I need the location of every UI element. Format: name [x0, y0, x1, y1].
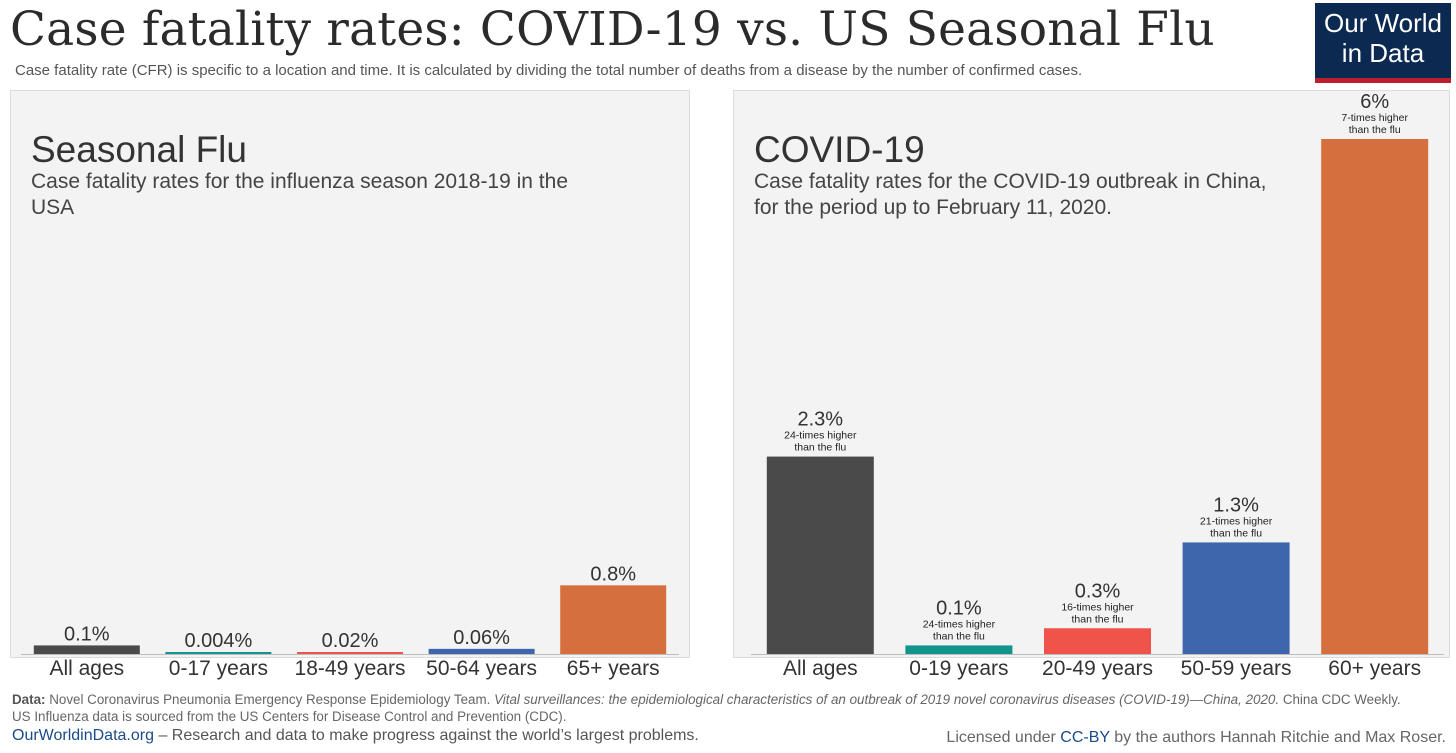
flu-bar-3 [297, 652, 403, 654]
covid-subtitle-line-1: Case fatality rates for the COVID-19 out… [754, 170, 1267, 193]
flu-value-label-4: 0.06% [453, 627, 510, 649]
covid-category-label-2: 0-19 years [909, 657, 1008, 680]
flu-category-label-5: 65+ years [567, 657, 660, 680]
covid-annotation-1-line-1: 24-times higher [784, 430, 857, 442]
covid-annotation-4-line-1: 21-times higher [1200, 515, 1273, 527]
flu-category-label-3: 18-49 years [295, 657, 406, 680]
flu-bar-chart: 0.1% All ages 0.004% 0-17 years 0.02% 18-49 y… [21, 563, 679, 680]
covid-annotation-2-line-2: than the flu [933, 630, 985, 642]
flu-value-label-2: 0.004% [184, 630, 252, 652]
data-source-note: Data: Novel Coronavirus Pneumonia Emerge… [12, 691, 1442, 725]
covid-bar-1 [766, 456, 874, 654]
flu-category-label-4: 50-64 years [426, 657, 537, 680]
data-source-line-2: US Influenza data is sourced from the US… [12, 709, 567, 724]
page-title: Case fatality rates: COVID-19 vs. US Sea… [10, 2, 1215, 57]
covid-value-label-4: 1.3% [1213, 494, 1259, 516]
covid-annotation-5-line-1: 7-times higher [1341, 112, 1408, 124]
covid-annotation-4-line-2: than the flu [1210, 527, 1262, 539]
covid-bar-2 [905, 645, 1013, 654]
flu-value-label-1: 0.1% [64, 623, 110, 645]
flu-panel-subtitle: Case fatality rates for the influenza se… [31, 170, 568, 219]
covid-category-label-5: 60+ years [1328, 657, 1421, 680]
flu-bar-1 [33, 645, 140, 654]
logo-line-1: Our World [1324, 8, 1442, 38]
covid-value-label-1: 2.3% [798, 409, 844, 431]
flu-panel: Seasonal Flu Case fatality rates for the… [10, 90, 690, 680]
owid-tagline: – Research and data to make progress aga… [158, 727, 699, 744]
data-label: Data: [12, 692, 46, 707]
owid-footer: OurWorldinData.org – Research and data t… [12, 727, 699, 745]
flu-bar-4 [428, 648, 535, 654]
data-source-journal: China CDC Weekly. [1282, 692, 1401, 707]
flu-category-label-2: 0-17 years [169, 657, 268, 680]
covid-annotation-1-line-2: than the flu [794, 442, 846, 454]
covid-category-label-1: All ages [783, 657, 858, 680]
flu-category-label-1: All ages [49, 657, 124, 680]
covid-panel-title: COVID-19 [754, 129, 925, 170]
owid-website-link[interactable]: OurWorldinData.org [12, 727, 154, 744]
data-source-title: Vital surveillances: the epidemiological… [494, 692, 1280, 707]
covid-annotation-3-line-1: 16-times higher [1061, 601, 1134, 613]
covid-value-label-5: 6% [1360, 91, 1389, 113]
covid-panel: COVID-19 Case fatality rates for the COV… [733, 90, 1450, 680]
covid-panel-subtitle: Case fatality rates for the COVID-19 out… [754, 169, 1314, 221]
covid-category-label-3: 20-49 years [1042, 657, 1153, 680]
flu-panel-title: Seasonal Flu [31, 129, 247, 170]
covid-bar-5 [1321, 139, 1429, 654]
flu-bar-2 [165, 652, 272, 654]
covid-value-label-2: 0.1% [936, 597, 982, 619]
covid-annotation-3-line-2: than the flu [1072, 613, 1124, 625]
covid-value-label-3: 0.3% [1075, 580, 1121, 602]
covid-category-label-4: 50-59 years [1181, 657, 1292, 680]
logo-line-2: in Data [1341, 38, 1425, 68]
covid-annotation-2-line-1: 24-times higher [923, 618, 996, 630]
covid-bar-3 [1044, 628, 1151, 654]
license-note: Licensed under CC-BY by the authors Hann… [946, 729, 1446, 747]
covid-annotation-5-line-2: than the flu [1349, 124, 1401, 136]
flu-bar-5 [560, 585, 667, 654]
flu-value-label-3: 0.02% [322, 630, 379, 652]
license-suffix: by the authors Hannah Ritchie and Max Ro… [1114, 729, 1446, 746]
owid-logo[interactable]: Our World in Data [1315, 3, 1451, 83]
data-source-authors: Novel Coronavirus Pneumonia Emergency Re… [49, 692, 491, 707]
covid-bar-4 [1182, 542, 1290, 654]
license-prefix: Licensed under [946, 729, 1056, 746]
page-subtitle: Case fatality rate (CFR) is specific to … [15, 62, 1083, 79]
flu-value-label-5: 0.8% [590, 563, 636, 585]
cc-by-link[interactable]: CC-BY [1060, 729, 1110, 746]
covid-subtitle-line-2: for the period up to February 11, 2020. [754, 196, 1113, 219]
